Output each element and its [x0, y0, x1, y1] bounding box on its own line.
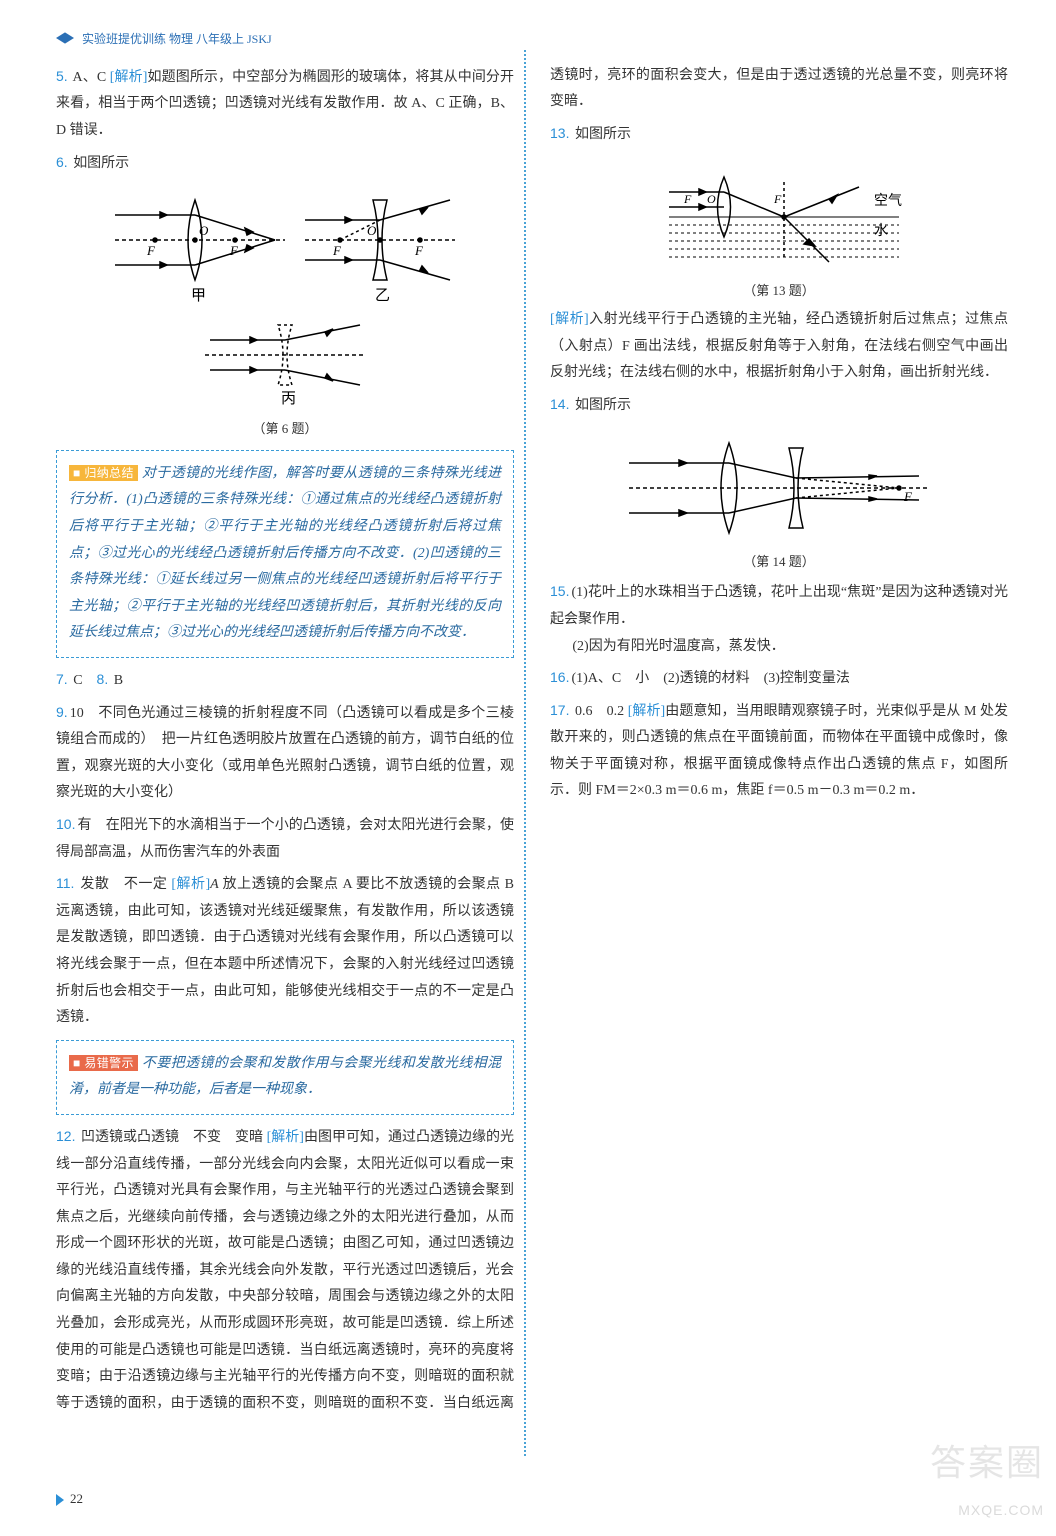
- lens-diagram-icon: F O F 甲: [105, 185, 465, 415]
- item-subtext: (2)因为有阳光时温度高，蒸发快．: [550, 634, 1008, 661]
- item-text: (1)A、C 小 (2)透镜的材料 (3)控制变量法: [571, 671, 849, 686]
- item-7-8: 7. C 8. B: [56, 666, 514, 695]
- analysis-tag: 解析: [171, 877, 210, 892]
- page-header: 实验班提优训练 物理 八年级上 JSKJ: [56, 28, 1008, 51]
- watermark-sub: MXQE.COM: [930, 1497, 1044, 1524]
- item-5: 5. A、C 解析如题图所示，中空部分为椭圆形的玻璃体，将其从中间分开来看，相当…: [56, 63, 514, 145]
- analysis-block: 解析入射光线平行于凸透镜的主光轴，经凸透镜折射后过焦点；过焦点（入射点）F 画出…: [550, 307, 1008, 387]
- item-number: 6.: [56, 154, 68, 170]
- item-text: 如图所示: [575, 398, 631, 413]
- analysis-text: 入射光线平行于凸透镜的主光轴，经凸透镜折射后过焦点；过焦点（入射点）F 画出法线…: [550, 312, 1008, 380]
- item-10: 10.有 在阳光下的水滴相当于一个小的凸透镜，会对太阳光进行会聚，使得局部高温，…: [56, 811, 514, 866]
- svg-text:甲: 甲: [191, 288, 206, 304]
- svg-text:O: O: [707, 192, 716, 206]
- svg-text:F: F: [332, 243, 342, 258]
- svg-text:F: F: [903, 489, 913, 504]
- svg-text:O: O: [367, 223, 377, 238]
- item-text: (1)花叶上的水珠相当于凸透镜，花叶上出现“焦斑”是因为这种透镜对光起会聚作用．: [550, 585, 1008, 627]
- item-number: 11.: [56, 875, 74, 891]
- item-16: 16.(1)A、C 小 (2)透镜的材料 (3)控制变量法: [550, 664, 1008, 693]
- lens-combo-diagram-icon: F: [619, 428, 939, 548]
- analysis-tag: 解析: [628, 704, 666, 719]
- svg-text:丙: 丙: [281, 391, 296, 407]
- svg-text:水: 水: [874, 223, 888, 239]
- triangle-icon: [56, 1494, 64, 1506]
- item-number: 8.: [97, 671, 109, 687]
- answer-text: B: [114, 673, 123, 688]
- item-number: 12.: [56, 1128, 75, 1144]
- summary-box: ■ 归纳总结对于透镜的光线作图，解答时要从透镜的三条特殊光线进行分析．(1)凸透…: [56, 450, 514, 658]
- item-6: 6. 如图所示: [56, 149, 514, 442]
- header-title: 实验班提优训练 物理 八年级上 JSKJ: [82, 28, 272, 51]
- page-footer: 22: [56, 1487, 83, 1512]
- analysis-tag: 解析: [550, 312, 589, 327]
- graduation-cap-icon: [56, 32, 74, 46]
- answer-text: A、C: [73, 70, 107, 85]
- box-lead: ■ 易错警示: [69, 1055, 138, 1071]
- svg-text:F: F: [683, 192, 692, 206]
- figure-6: F O F 甲: [56, 185, 514, 442]
- item-number: 15.: [550, 583, 569, 599]
- item-number: 13.: [550, 125, 569, 141]
- item-11: 11. 发散 不一定 解析A 放上透镜的会聚点 A 要比不放透镜的会聚点 B 远…: [56, 870, 514, 1032]
- item-9: 9.10 不同色光通过三棱镜的折射程度不同（凸透镜可以看成是多个三棱镜组合而成的…: [56, 699, 514, 807]
- refraction-diagram-icon: F O F 空气 水: [629, 157, 929, 277]
- warning-box: ■ 易错警示不要把透镜的会聚和发散作用与会聚光线和发散光线相混淆，前者是一种功能…: [56, 1040, 514, 1115]
- figure-caption: （第 13 题）: [550, 279, 1008, 304]
- box-lead: ■ 归纳总结: [69, 465, 138, 481]
- figure-caption: （第 14 题）: [550, 550, 1008, 575]
- item-number: 7.: [56, 671, 68, 687]
- item-text: 10 不同色光通过三棱镜的折射程度不同（凸透镜可以看成是多个三棱镜组合而成的） …: [56, 706, 514, 801]
- answer-text: C: [73, 673, 82, 688]
- svg-text:F: F: [229, 243, 239, 258]
- item-number: 14.: [550, 396, 569, 412]
- answer-text: 0.6 0.2: [575, 704, 624, 719]
- item-number: 16.: [550, 669, 569, 685]
- item-number: 17.: [550, 702, 569, 718]
- item-text: 放上透镜的会聚点 A 要比不放透镜的会聚点 B 远离透镜，由此可知，该透镜对光线…: [56, 877, 514, 1025]
- item-text: 如图所示: [73, 156, 129, 171]
- svg-text:O: O: [199, 223, 209, 238]
- figure-caption: （第 6 题）: [56, 417, 514, 442]
- item-13: 13. 如图所示: [550, 120, 1008, 387]
- item-text: 如图所示: [575, 127, 631, 142]
- svg-text:F: F: [414, 243, 424, 258]
- page-number: 22: [70, 1487, 83, 1512]
- item-number: 5.: [56, 68, 68, 84]
- box-text: 对于透镜的光线作图，解答时要从透镜的三条特殊光线进行分析．(1)凸透镜的三条特殊…: [69, 466, 501, 641]
- svg-text:F: F: [146, 243, 156, 258]
- answer-text: 凹透镜或凸透镜 不变 变暗: [81, 1130, 263, 1145]
- figure-13: F O F 空气 水 （第 13 题）: [550, 157, 1008, 304]
- item-15: 15.(1)花叶上的水珠相当于凸透镜，花叶上出现“焦斑”是因为这种透镜对光起会聚…: [550, 578, 1008, 660]
- svg-text:F: F: [773, 192, 782, 206]
- analysis-tag: 解析: [267, 1130, 304, 1145]
- svg-text:空气: 空气: [874, 193, 902, 209]
- item-text: 有 在阳光下的水滴相当于一个小的凸透镜，会对太阳光进行会聚，使得局部高温，从而伤…: [56, 818, 514, 860]
- analysis-tag: 解析: [110, 70, 148, 85]
- item-number: 10.: [56, 816, 75, 832]
- svg-text:乙: 乙: [375, 288, 390, 304]
- answer-text: 发散 不一定: [80, 877, 167, 892]
- item-number: 9.: [56, 704, 68, 720]
- item-17: 17. 0.6 0.2 解析由题意知，当用眼睛观察镜子时，光束似乎是从 M 处发…: [550, 697, 1008, 805]
- content-columns: 5. A、C 解析如题图所示，中空部分为椭圆形的玻璃体，将其从中间分开来看，相当…: [56, 63, 1008, 1463]
- item-14: 14. 如图所示: [550, 391, 1008, 574]
- figure-14: F （第 14 题）: [550, 428, 1008, 575]
